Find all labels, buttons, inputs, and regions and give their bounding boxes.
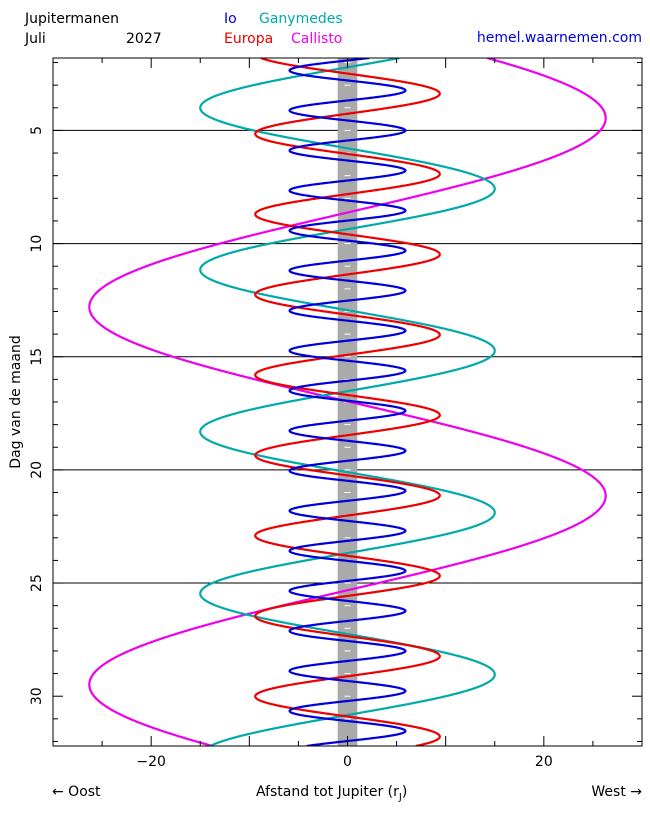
y-tick-label: 20 xyxy=(29,461,45,479)
ticks: −20 0 20 5 10 15 20 25 30 xyxy=(29,58,643,770)
y-tick-label: 15 xyxy=(29,348,45,366)
y-axis-label: Dag van de maand xyxy=(8,335,24,468)
year-label: 2027 xyxy=(126,31,162,47)
series-io xyxy=(288,58,407,746)
x-tick-label: 0 xyxy=(343,754,352,770)
website-link[interactable]: hemel.waarnemen.com xyxy=(476,30,642,46)
legend-callisto: Callisto xyxy=(291,31,343,47)
east-label: ← Oost xyxy=(52,784,101,800)
x-axis-label: Afstand tot Jupiter (rJ) xyxy=(256,784,407,806)
x-axis-label-main: Afstand tot Jupiter (r xyxy=(256,784,399,800)
y-tick-label: 10 xyxy=(29,235,45,253)
series-ganymedes xyxy=(199,58,496,746)
y-tick-label: 25 xyxy=(29,574,45,592)
legend-europa: Europa xyxy=(224,31,274,47)
x-tick-label: −20 xyxy=(136,754,166,770)
legend-ganymedes: Ganymedes xyxy=(259,11,343,27)
x-tick-label: 20 xyxy=(535,754,553,770)
west-label: West → xyxy=(591,784,642,800)
y-tick-label: 5 xyxy=(29,126,45,135)
month-label: Juli xyxy=(25,31,46,47)
x-axis-label-close: ) xyxy=(401,784,408,800)
moon-curves xyxy=(88,58,607,746)
series-europa xyxy=(254,58,441,746)
y-tick-label: 30 xyxy=(29,687,45,705)
x-axis-label-sub: J xyxy=(398,791,402,803)
chart-title: Jupitermanen xyxy=(25,11,119,27)
legend-io: Io xyxy=(224,11,237,27)
